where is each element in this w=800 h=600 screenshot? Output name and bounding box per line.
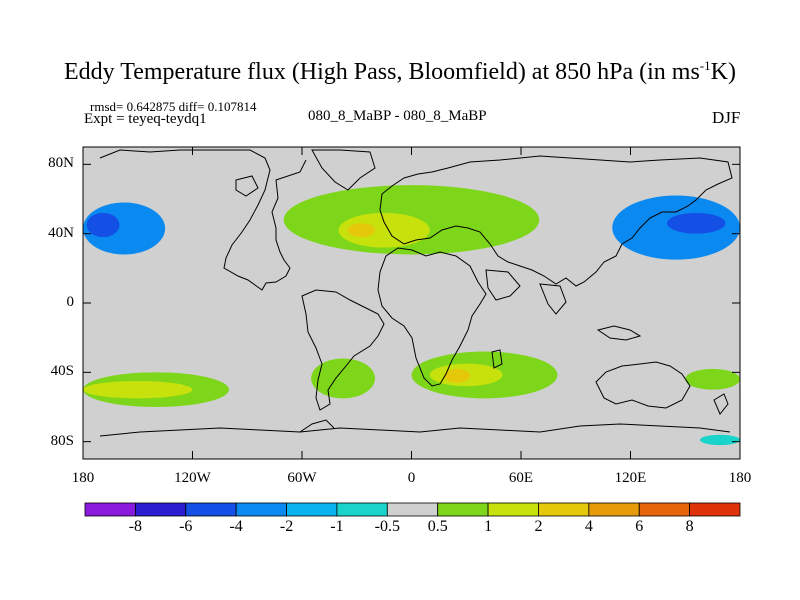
lon-label: 180: [728, 470, 752, 486]
colorbar-label: -6: [179, 518, 193, 535]
lon-label: 120E: [614, 470, 647, 486]
contour-north-atlantic-core: [338, 212, 430, 248]
coastline-indonesia: [596, 325, 642, 341]
colorbar: [84, 502, 741, 517]
coastline-madagascar: [491, 349, 503, 369]
colorbar-label: 1: [484, 518, 493, 535]
colorbar-label: -2: [279, 518, 294, 535]
colorbar-swatch: [437, 502, 489, 517]
experiment-names: 080_8_MaBP - 080_8_MaBP: [308, 108, 487, 124]
colorbar-label: 2: [534, 518, 543, 535]
colorbar-swatch: [336, 502, 388, 517]
colorbar-swatch: [84, 502, 136, 517]
contour-south-africa-max: [444, 368, 470, 383]
colorbar-label: -8: [128, 518, 143, 535]
axis-ticks: [82, 147, 741, 459]
colorbar-swatch: [235, 502, 287, 517]
coastline-north-america: [99, 149, 307, 291]
colorbar-label: -0.5: [374, 518, 400, 535]
lon-label: 0: [407, 470, 416, 486]
contour-regions: [83, 185, 740, 446]
colorbar-swatch: [386, 502, 439, 517]
contour-atlantic-max: [347, 223, 375, 238]
lon-label: 180: [71, 470, 95, 486]
coastline-australia: [595, 361, 691, 409]
coastlines: [99, 149, 733, 437]
contour-north-pacific-east-core: [667, 212, 726, 234]
lat-label: 40N: [48, 224, 74, 241]
map-title: Eddy Temperature flux (High Pass, Bloomf…: [64, 58, 736, 85]
colorbar-swatch: [638, 502, 691, 517]
lon-label: 60E: [508, 470, 534, 486]
coastline-antarctica: [99, 423, 731, 437]
colorbar-swatch: [588, 502, 640, 517]
colorbar-swatch: [538, 502, 590, 517]
lon-label: 120W: [174, 470, 211, 486]
coastline-new-zealand: [713, 393, 729, 415]
contour-south-pacific-core: [83, 381, 193, 399]
colorbar-swatch: [185, 502, 237, 517]
colorbar-label: 6: [635, 518, 644, 535]
lat-label: 80N: [48, 155, 74, 172]
coastline-greenland: [311, 149, 376, 191]
colorbar-label: -1: [330, 518, 344, 535]
season-label: DJF: [712, 108, 741, 127]
colorbar-swatch: [134, 502, 187, 517]
colorbar-swatch: [487, 502, 539, 517]
contour-south-atlantic-west-positive: [311, 358, 375, 399]
colorbar-swatch: [286, 502, 338, 517]
contour-antarctic-negative: [699, 434, 740, 446]
coastline-arabia: [485, 269, 521, 301]
lat-label: 0: [66, 294, 75, 310]
colorbar-label: 0.5: [427, 518, 448, 535]
colorbar-label: 8: [685, 518, 694, 535]
colorbar-label: -4: [229, 518, 243, 535]
coastline-south-america: [301, 289, 385, 411]
rmsd-diff-stats: rmsd= 0.642875 diff= 0.107814: [90, 99, 257, 114]
colorbar-label: 4: [584, 518, 593, 535]
lon-label: 60W: [287, 470, 317, 486]
coastline-eurasia: [379, 155, 733, 287]
coastline-hudson-bay: [235, 175, 259, 197]
experiment-label: Expt = teyeq-teydq1: [84, 111, 207, 127]
coastline-antarctic-peninsula: [299, 419, 335, 433]
coastline-africa: [377, 247, 487, 387]
lat-label: 40S: [50, 363, 74, 380]
contour-southern-ocean-east-positive: [685, 368, 740, 390]
colorbar-swatch: [689, 502, 741, 517]
coastline-india: [539, 283, 567, 315]
lat-label: 80S: [50, 432, 74, 449]
contour-north-pacific-west-core: [86, 212, 120, 238]
